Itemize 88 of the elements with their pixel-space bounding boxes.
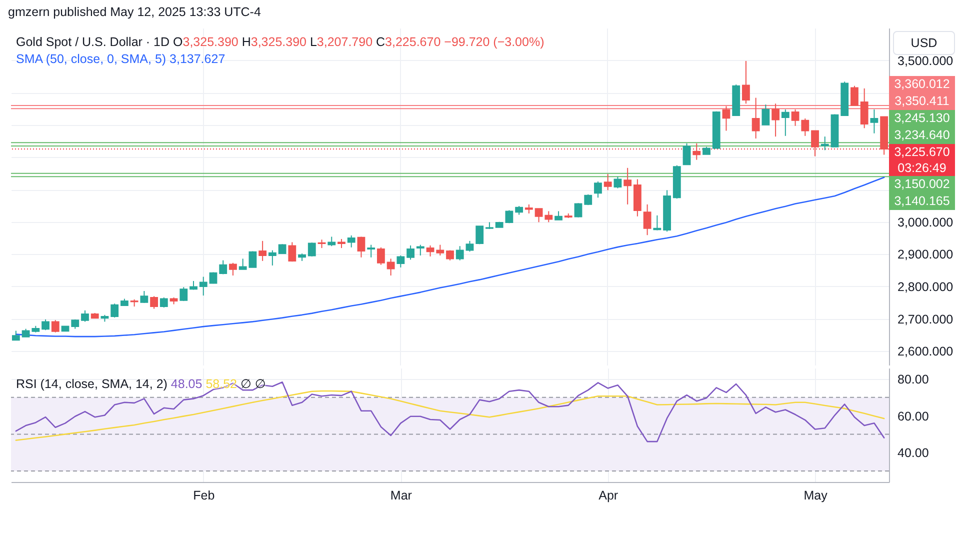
candlestick	[574, 202, 582, 218]
candlestick	[367, 244, 376, 258]
candlestick	[456, 246, 464, 261]
candlestick	[140, 290, 148, 304]
candlestick	[624, 167, 632, 205]
text: gmzern published May 12, 2025 13:33 UTC-4	[8, 4, 261, 20]
candlestick	[524, 204, 533, 214]
x-tick-label: May	[804, 488, 828, 502]
candlestick	[268, 250, 276, 266]
ref-line-label: 3,350.411	[889, 93, 955, 110]
candlestick	[180, 286, 188, 302]
y-tick-label: 40.00	[898, 446, 929, 460]
candlestick	[466, 240, 474, 252]
candlestick	[229, 262, 237, 276]
y-tick-label: 3,500.000	[898, 54, 954, 68]
candlestick	[762, 104, 770, 126]
y-tick-label: 80.00	[898, 372, 929, 387]
x-tick-label: Apr	[598, 488, 618, 502]
candlestick	[396, 254, 405, 268]
ref-line-label: 3,234.640	[889, 127, 955, 144]
candlestick	[426, 244, 434, 257]
y-tick-label: 2,600.000	[898, 344, 954, 359]
candlestick	[51, 320, 60, 333]
text: SMA (50, close, 0, SMA, 5)	[16, 52, 168, 66]
ref-line-label: 3,360.012	[889, 76, 955, 94]
ref-line-label: 3,140.165	[889, 193, 955, 210]
candlestick	[722, 106, 730, 132]
y-tick-label: 60.00	[898, 409, 929, 424]
candlestick	[870, 108, 878, 134]
candlestick	[692, 142, 701, 160]
candlestick	[199, 276, 208, 296]
candlestick	[544, 210, 553, 223]
line-series	[15, 390, 885, 441]
candlestick	[288, 242, 296, 262]
candlestick	[614, 176, 622, 189]
candlestick	[338, 238, 346, 249]
y-tick-label: 2,800.000	[898, 280, 954, 294]
x-tick-label: Feb	[193, 488, 215, 502]
candlestick	[534, 208, 543, 223]
candlestick	[42, 318, 50, 331]
candlestick	[347, 234, 356, 248]
candlestick	[416, 244, 424, 256]
series-label: RSI (14, close, SMA, 14, 2)	[16, 377, 168, 391]
candlestick	[258, 240, 267, 262]
annotation: 58.52	[206, 377, 238, 391]
candlestick	[278, 244, 286, 254]
text: USD	[893, 31, 955, 55]
text: Gold Spot / U.S. Dollar · 1D	[16, 35, 171, 49]
candlestick	[81, 310, 89, 322]
candlestick	[781, 108, 790, 136]
candlestick	[772, 103, 780, 138]
candlestick	[476, 226, 484, 245]
candlestick	[643, 204, 652, 236]
ref-line-label: 3,225.670	[893, 144, 951, 162]
y-tick-label: 2,900.000	[898, 248, 954, 262]
ref-line-label: 3,245.130	[889, 110, 955, 128]
candlestick	[820, 136, 829, 151]
candlestick	[801, 118, 810, 136]
candlestick	[811, 130, 819, 157]
candlestick	[219, 260, 228, 275]
candlestick	[791, 108, 800, 126]
candlestick	[386, 258, 395, 276]
candlestick	[160, 296, 168, 308]
candlestick	[436, 244, 444, 256]
candlestick	[850, 85, 858, 106]
text: 03:26:49	[896, 161, 948, 176]
candlestick	[150, 296, 158, 310]
text: O3,325.390 H3,325.390 L3,207.790 C3,225.670 −99.720 (−3.00%)	[173, 35, 544, 49]
candlestick	[653, 214, 662, 231]
candlestick	[308, 242, 316, 257]
annotation: 3,137.627	[170, 52, 226, 66]
y-tick-label: 3,000.000	[898, 215, 954, 230]
candlestick	[860, 88, 868, 129]
candlestick	[12, 330, 20, 341]
x-tick-label: Mar	[390, 488, 412, 502]
ref-line-label: 3,150.002	[889, 176, 955, 194]
candlestick	[376, 246, 385, 266]
candlestick	[357, 236, 366, 258]
candlestick	[742, 60, 750, 104]
candlestick	[594, 180, 602, 198]
candlestick	[110, 303, 119, 318]
candlestick	[328, 236, 336, 247]
y-tick-label: 2,700.000	[898, 312, 954, 326]
candlestick	[752, 97, 760, 139]
candlestick	[682, 142, 691, 166]
annotation: 48.05	[170, 377, 204, 391]
candlestick	[604, 174, 612, 191]
candlestick	[406, 244, 414, 260]
